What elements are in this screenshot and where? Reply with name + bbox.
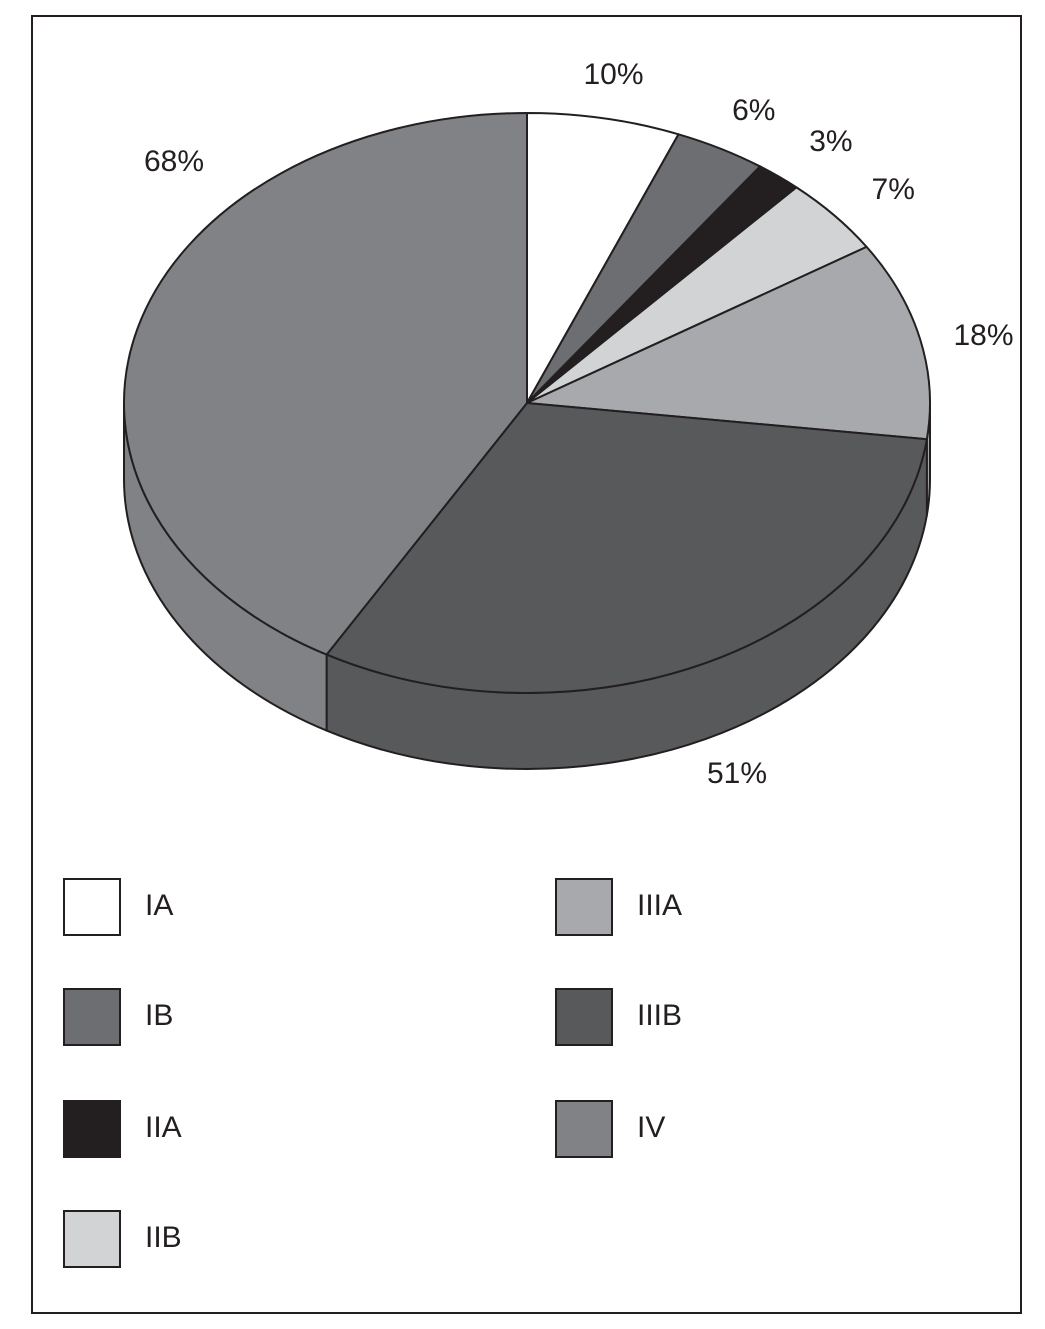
legend-swatch [63, 988, 121, 1046]
legend-swatch [63, 1100, 121, 1158]
chart-frame [31, 15, 1022, 1314]
legend-label: IIIB [637, 999, 683, 1032]
legend-label: IB [145, 999, 174, 1032]
legend-swatch [555, 1100, 613, 1158]
pie-slice-ia [526, 112, 680, 404]
legend-label: IIA [145, 1111, 182, 1144]
data-label-iv: 68% [144, 145, 204, 178]
data-label-ia: 10% [583, 58, 643, 91]
data-label-ib: 6% [732, 94, 775, 127]
legend-label: IV [637, 1111, 666, 1144]
data-label-iiia: 18% [953, 319, 1013, 352]
legend-label: IA [145, 889, 174, 922]
data-label-iib: 7% [872, 173, 915, 206]
legend-swatch [555, 988, 613, 1046]
pie-slice-iiib [325, 402, 928, 694]
pie-slice-iiia [526, 245, 931, 441]
data-label-iia: 3% [809, 125, 852, 158]
legend-label: IIB [145, 1221, 182, 1254]
data-label-iiib: 51% [707, 757, 767, 790]
legend-label: IIIA [637, 889, 683, 922]
legend-swatch [63, 878, 121, 936]
legend-swatch [555, 878, 613, 936]
pie-slice-iv [123, 112, 528, 656]
legend-swatch [63, 1210, 121, 1268]
